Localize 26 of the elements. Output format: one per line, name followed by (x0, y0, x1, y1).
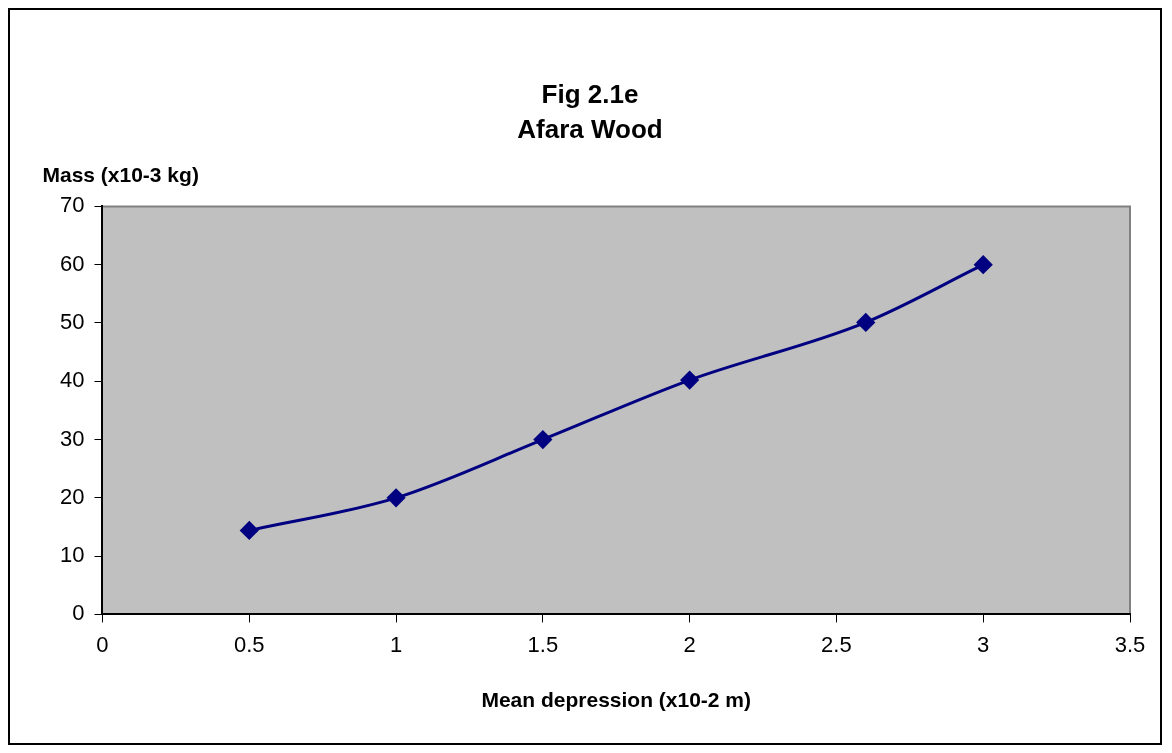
x-tick-label: 0 (96, 631, 109, 657)
point (974, 255, 993, 274)
x-tick-label: 2.5 (821, 631, 852, 657)
y-tick-label: 60 (59, 250, 85, 276)
point (240, 521, 259, 540)
y-tick-label: 10 (59, 542, 85, 568)
x-axis-title: Mean depression (x10-2 m) (481, 688, 752, 712)
y-tick-label: 0 (72, 600, 85, 626)
y-axis-title: Mass (x10-3 kg) (42, 163, 199, 187)
y-tick-label: 50 (59, 309, 85, 335)
point (533, 430, 552, 449)
chart-subtitle: Afara Wood (517, 113, 663, 144)
y-tick-label: 20 (59, 483, 85, 509)
chart-title: Fig 2.1e (541, 78, 639, 109)
point (856, 313, 875, 332)
y-tick-label: 30 (59, 425, 85, 451)
x-tick-label: 1 (389, 631, 403, 657)
x-tick-label: 1.5 (527, 631, 559, 657)
y-tick-label: 70 (59, 192, 85, 218)
x-tick-label: 0.5 (233, 631, 265, 657)
y-tick-label: 40 (59, 367, 85, 393)
x-tick-label: 3.5 (1114, 631, 1146, 657)
x-tick-label: 2 (683, 631, 696, 657)
x-tick-label: 3 (977, 631, 990, 657)
point (387, 488, 406, 507)
point (680, 371, 699, 390)
